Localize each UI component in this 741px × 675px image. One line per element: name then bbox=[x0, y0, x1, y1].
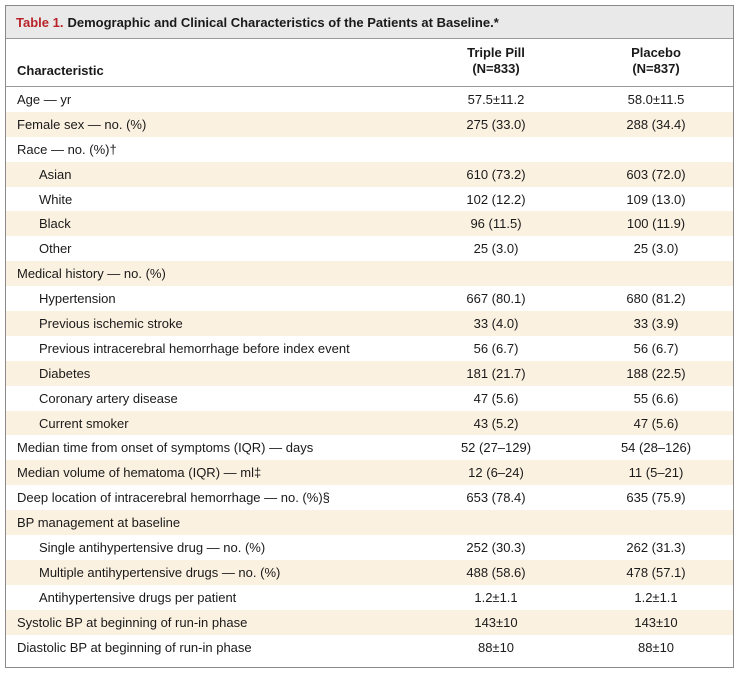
row-label: Antihypertensive drugs per patient bbox=[39, 589, 237, 605]
row-label: Multiple antihypertensive drugs — no. (%… bbox=[39, 564, 281, 580]
triple-pill-value: 52 (27–129) bbox=[460, 440, 532, 456]
table-row: Median time from onset of symptoms (IQR)… bbox=[6, 435, 733, 460]
table-header: Characteristic Triple Pill (N=833) Place… bbox=[6, 39, 733, 87]
triple-pill-value: 252 (30.3) bbox=[466, 539, 526, 555]
triple-pill-value: 653 (78.4) bbox=[466, 490, 526, 506]
table-label: Table 1. bbox=[16, 14, 64, 30]
row-label: Median volume of hematoma (IQR) — ml‡ bbox=[17, 465, 262, 481]
row-label: Medical history — no. (%) bbox=[17, 266, 166, 282]
placebo-value: 288 (34.4) bbox=[626, 116, 686, 132]
triple-pill-value: 1.2±1.1 bbox=[474, 589, 518, 605]
triple-pill-value: 610 (73.2) bbox=[466, 166, 526, 182]
row-label: Single antihypertensive drug — no. (%) bbox=[39, 539, 266, 555]
table-row: Hypertension 667 (80.1) 680 (81.2) bbox=[6, 286, 733, 311]
table-row: Female sex — no. (%) 275 (33.0) 288 (34.4) bbox=[6, 111, 733, 137]
triple-pill-value: 275 (33.0) bbox=[466, 116, 526, 132]
table-row: Asian 610 (73.2) 603 (72.0) bbox=[6, 161, 733, 187]
row-label: Asian bbox=[39, 166, 72, 182]
table-row: Race — no. (%)† bbox=[6, 137, 733, 162]
row-label: Median time from onset of symptoms (IQR)… bbox=[17, 440, 314, 456]
table-row: Diastolic BP at beginning of run-in phas… bbox=[6, 635, 733, 660]
placebo-value: 11 (5–21) bbox=[628, 465, 684, 481]
row-label: Age — yr bbox=[17, 91, 72, 107]
row-label: Diabetes bbox=[39, 365, 91, 381]
triple-pill-n: (N=833) bbox=[472, 61, 520, 76]
table-frame: Table 1. Demographic and Clinical Charac… bbox=[5, 5, 734, 668]
table-row: Current smoker 43 (5.2) 47 (5.6) bbox=[6, 410, 733, 436]
placebo-n: (N=837) bbox=[632, 61, 680, 76]
triple-pill-name: Triple Pill bbox=[467, 45, 525, 60]
row-label: Hypertension bbox=[39, 291, 116, 307]
triple-pill-value: 88±10 bbox=[477, 639, 515, 655]
placebo-value: 88±10 bbox=[637, 639, 675, 655]
table-row: White 102 (12.2) 109 (13.0) bbox=[6, 187, 733, 212]
placebo-value: 1.2±1.1 bbox=[634, 589, 678, 605]
placebo-value: 262 (31.3) bbox=[626, 539, 686, 555]
placebo-value: 188 (22.5) bbox=[626, 365, 686, 381]
placebo-value: 603 (72.0) bbox=[626, 166, 686, 182]
row-label: Diastolic BP at beginning of run-in phas… bbox=[17, 639, 252, 655]
row-label: Previous intracerebral hemorrhage before… bbox=[39, 340, 350, 356]
triple-pill-value: 143±10 bbox=[474, 614, 518, 630]
triple-pill-value: 57.5±11.2 bbox=[467, 91, 525, 107]
row-label: White bbox=[39, 191, 73, 207]
triple-pill-value: 96 (11.5) bbox=[470, 216, 522, 232]
row-label: Systolic BP at beginning of run-in phase bbox=[17, 614, 248, 630]
placebo-value: 54 (28–126) bbox=[620, 440, 692, 456]
placebo-value: 478 (57.1) bbox=[626, 564, 686, 580]
table-row: Single antihypertensive drug — no. (%) 25… bbox=[6, 535, 733, 560]
table-row: Multiple antihypertensive drugs — no. (%… bbox=[6, 559, 733, 585]
table-row: Median volume of hematoma (IQR) — ml‡ 12 … bbox=[6, 460, 733, 486]
triple-pill-header: Triple Pill (N=833) bbox=[416, 45, 576, 77]
triple-pill-value: 43 (5.2) bbox=[473, 415, 519, 431]
table-title: Demographic and Clinical Characteristics… bbox=[67, 14, 499, 30]
placebo-value: 33 (3.9) bbox=[633, 315, 679, 331]
row-label: Current smoker bbox=[39, 415, 129, 431]
table-row: Antihypertensive drugs per patient 1.2±1.… bbox=[6, 585, 733, 610]
placebo-value: 100 (11.9) bbox=[626, 216, 686, 232]
placebo-value: 109 (13.0) bbox=[626, 191, 686, 207]
placebo-name: Placebo bbox=[631, 45, 681, 60]
table-row: Age — yr 57.5±11.2 58.0±11.5 bbox=[6, 87, 733, 112]
row-label: Race — no. (%)† bbox=[17, 141, 117, 157]
row-label: BP management at baseline bbox=[17, 515, 181, 531]
triple-pill-value: 667 (80.1) bbox=[466, 291, 526, 307]
table-row: Black 96 (11.5) 100 (11.9) bbox=[6, 211, 733, 237]
triple-pill-value: 102 (12.2) bbox=[466, 191, 526, 207]
characteristic-header: Characteristic bbox=[17, 63, 104, 78]
placebo-value: 635 (75.9) bbox=[626, 490, 686, 506]
placebo-header: Placebo (N=837) bbox=[576, 45, 736, 77]
row-label: Deep location of intracerebral hemorrhag… bbox=[17, 490, 330, 506]
triple-pill-value: 47 (5.6) bbox=[473, 390, 519, 406]
placebo-value: 55 (6.6) bbox=[633, 390, 679, 406]
table-row: Previous ischemic stroke 33 (4.0) 33 (3.9) bbox=[6, 311, 733, 336]
triple-pill-value: 12 (6–24) bbox=[468, 465, 524, 481]
table-body: Age — yr 57.5±11.2 58.0±11.5 Female sex — n… bbox=[6, 87, 733, 659]
row-label: Coronary artery disease bbox=[39, 390, 178, 406]
placebo-value: 58.0±11.5 bbox=[627, 91, 685, 107]
triple-pill-value: 33 (4.0) bbox=[473, 315, 519, 331]
placebo-value: 56 (6.7) bbox=[633, 340, 679, 356]
table-row: Medical history — no. (%) bbox=[6, 261, 733, 287]
placebo-value: 47 (5.6) bbox=[633, 415, 679, 431]
triple-pill-value: 56 (6.7) bbox=[473, 340, 519, 356]
row-label: Previous ischemic stroke bbox=[39, 315, 183, 331]
table-row: Diabetes 181 (21.7) 188 (22.5) bbox=[6, 360, 733, 386]
table-title-bar: Table 1. Demographic and Clinical Charac… bbox=[6, 6, 733, 39]
table-row: BP management at baseline bbox=[6, 510, 733, 536]
table-row: Deep location of intracerebral hemorrhag… bbox=[6, 485, 733, 510]
triple-pill-value: 25 (3.0) bbox=[473, 241, 519, 257]
placebo-value: 25 (3.0) bbox=[633, 241, 679, 257]
row-label: Black bbox=[39, 216, 71, 232]
table-row: Previous intracerebral hemorrhage before… bbox=[6, 336, 733, 361]
triple-pill-value: 488 (58.6) bbox=[466, 564, 526, 580]
row-label: Other bbox=[39, 241, 72, 257]
triple-pill-value: 181 (21.7) bbox=[466, 365, 526, 381]
table-row: Other 25 (3.0) 25 (3.0) bbox=[6, 236, 733, 261]
row-label: Female sex — no. (%) bbox=[17, 116, 147, 132]
table-row: Coronary artery disease 47 (5.6) 55 (6.6) bbox=[6, 386, 733, 411]
placebo-value: 680 (81.2) bbox=[626, 291, 686, 307]
placebo-value: 143±10 bbox=[634, 614, 678, 630]
table-row: Systolic BP at beginning of run-in phase… bbox=[6, 609, 733, 635]
